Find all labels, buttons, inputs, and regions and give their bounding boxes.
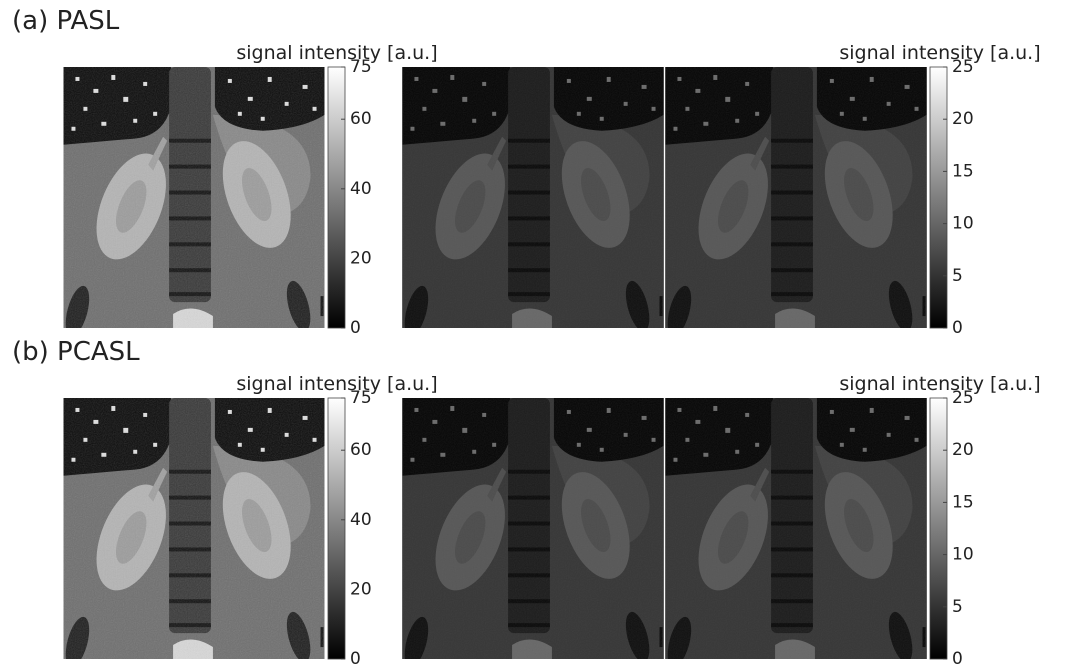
image-shade bbox=[665, 67, 927, 328]
colorbar-label: signal intensity [a.u.] bbox=[839, 373, 1040, 395]
colorbar-tick-label: 20 bbox=[952, 440, 974, 460]
colorbar-tick-label: 75 bbox=[350, 388, 372, 408]
colorbar-tick-label: 0 bbox=[350, 318, 361, 338]
colorbar bbox=[327, 66, 346, 329]
image-shade bbox=[402, 67, 664, 328]
colorbar-tick-label: 0 bbox=[350, 649, 361, 664]
panel-title: (b) PCASL bbox=[12, 337, 140, 367]
mri-image bbox=[61, 67, 324, 339]
colorbar-tick-label: 0 bbox=[952, 649, 963, 664]
mri-image bbox=[61, 398, 324, 664]
colorbar-tick-label: 5 bbox=[952, 597, 963, 617]
colorbar-tick-label: 20 bbox=[952, 109, 974, 129]
colorbar-tick-label: 20 bbox=[350, 579, 372, 599]
colorbar-tick-label: 15 bbox=[952, 492, 974, 512]
colorbar bbox=[929, 66, 948, 329]
colorbar-label: signal intensity [a.u.] bbox=[236, 373, 437, 395]
colorbar bbox=[327, 397, 346, 660]
colorbar-tick-label: 60 bbox=[350, 109, 372, 129]
colorbar-tick-label: 5 bbox=[952, 266, 963, 286]
colorbar-tick-label: 40 bbox=[350, 510, 372, 530]
colorbar bbox=[929, 397, 948, 660]
colorbar-tick-label: 60 bbox=[350, 440, 372, 460]
colorbar-label: signal intensity [a.u.] bbox=[839, 42, 1040, 64]
image-shade bbox=[665, 398, 927, 659]
colorbar-tick-label: 25 bbox=[952, 388, 974, 408]
panel-title: (a) PASL bbox=[12, 6, 120, 36]
colorbar-tick-label: 40 bbox=[350, 179, 372, 199]
colorbar-tick-label: 20 bbox=[350, 248, 372, 268]
colorbar-tick-label: 25 bbox=[952, 57, 974, 77]
colorbar-tick-label: 75 bbox=[350, 57, 372, 77]
colorbar-tick-label: 0 bbox=[952, 318, 963, 338]
image-shade bbox=[402, 398, 664, 659]
colorbar-label: signal intensity [a.u.] bbox=[236, 42, 437, 64]
colorbar-tick-label: 15 bbox=[952, 161, 974, 181]
colorbar-tick-label: 10 bbox=[952, 214, 974, 234]
colorbar-tick-label: 10 bbox=[952, 545, 974, 565]
